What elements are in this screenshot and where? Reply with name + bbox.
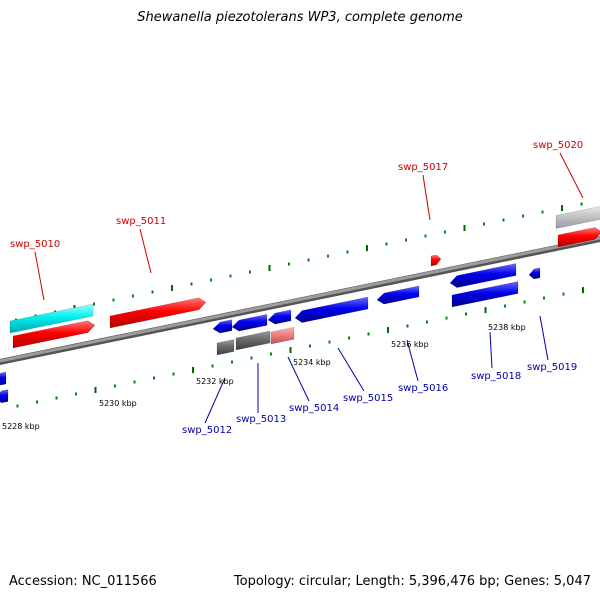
gene-label-swp-5013[interactable]: swp_5013 — [236, 414, 286, 425]
connector-line — [489, 331, 493, 369]
reverse-tick-track — [16, 287, 584, 408]
gene-feature-swp-5010b — [12, 320, 96, 349]
gene-feature-swp-5010 — [9, 303, 94, 334]
gene-label-swp-5012[interactable]: swp_5012 — [182, 425, 232, 436]
gene-feature-swp-5019 — [528, 267, 541, 280]
gene-label-swp-5010[interactable]: swp_5010 — [10, 239, 60, 250]
scale-label: 5232 kbp — [196, 377, 234, 386]
connector-line — [287, 356, 310, 402]
gene-feature-swp-5018b — [451, 281, 519, 308]
gene-feature-swp-5016 — [376, 285, 420, 305]
gene-feature-swp-5011 — [109, 297, 207, 329]
backbone-highlight — [0, 236, 600, 363]
connector-line — [406, 339, 419, 382]
gene-label-swp-5017[interactable]: swp_5017 — [398, 162, 448, 173]
gene-feature-swp-5013b — [235, 330, 271, 351]
gene-feature-swp-5014b — [270, 326, 295, 345]
gene-feature-swp-5015 — [294, 296, 369, 323]
gene-feature-swp-5017 — [430, 254, 442, 267]
genome-backbone — [0, 235, 600, 366]
gene-feature-swp-5020b — [557, 227, 600, 248]
scale-labels: 5228 kbp 5230 kbp 5232 kbp 5234 kbp 5236… — [2, 323, 526, 431]
gene-feature-swp-5018 — [449, 263, 517, 288]
gene-feature-swp-5020 — [555, 206, 600, 229]
connector-line — [559, 152, 584, 199]
map-title: Shewanella piezotolerans WP3, complete g… — [137, 10, 463, 25]
scale-label: 5228 kbp — [2, 422, 40, 431]
connector-line — [139, 228, 152, 274]
gene-feature-left-a — [0, 371, 7, 386]
gene-feature-swp-5013 — [231, 314, 268, 332]
gene-label-swp-5020[interactable]: swp_5020 — [533, 140, 583, 151]
genome-summary-text: Topology: circular; Length: 5,396,476 bp… — [233, 574, 591, 589]
gene-label-swp-5015[interactable]: swp_5015 — [343, 393, 393, 404]
accession-text: Accession: NC_011566 — [9, 574, 157, 589]
gene-label-swp-5011[interactable]: swp_5011 — [116, 216, 166, 227]
gene-labels: swp_5010 swp_5011 swp_5017 swp_5020 swp_… — [10, 140, 583, 436]
connector-line — [539, 315, 549, 361]
label-connectors — [34, 152, 584, 424]
gene-label-swp-5016[interactable]: swp_5016 — [398, 383, 448, 394]
connector-line — [204, 377, 226, 424]
gene-label-swp-5019[interactable]: swp_5019 — [527, 362, 577, 373]
scale-label: 5230 kbp — [99, 399, 137, 408]
scale-label: 5238 kbp — [488, 323, 526, 332]
gene-feature-left-b — [0, 389, 9, 404]
gene-features — [0, 206, 600, 404]
gene-feature-swp-5012 — [212, 319, 233, 334]
gene-feature-swp-5012b — [216, 339, 235, 356]
connector-line — [337, 347, 365, 392]
connector-line — [34, 251, 45, 301]
gene-label-swp-5018[interactable]: swp_5018 — [471, 371, 521, 382]
scale-label: 5234 kbp — [293, 358, 331, 367]
gene-label-swp-5014[interactable]: swp_5014 — [289, 403, 339, 414]
gene-feature-swp-5014 — [267, 309, 292, 325]
scale-label: 5236 kbp — [391, 340, 429, 349]
connector-line — [422, 174, 431, 221]
